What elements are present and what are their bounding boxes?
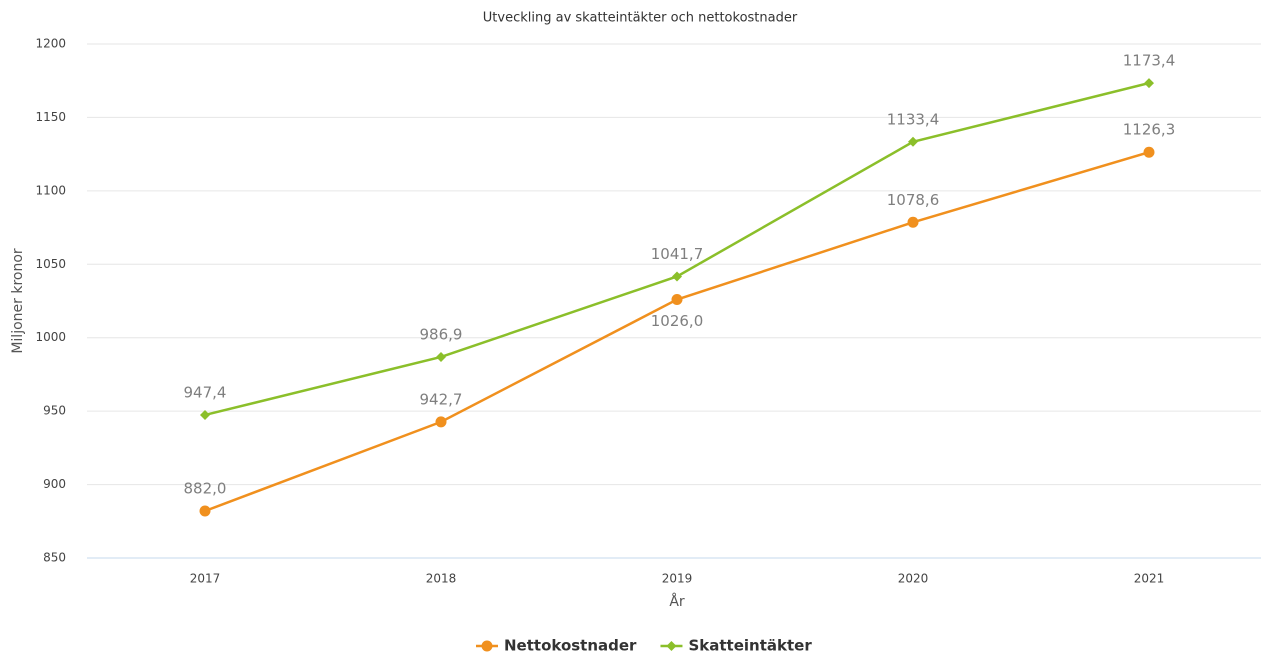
data-label: 942,7 xyxy=(420,390,463,408)
legend-label: Nettokostnader xyxy=(504,637,637,653)
y-axis-label: Miljoner kronor xyxy=(10,248,26,354)
x-tick-label: 2020 xyxy=(898,572,929,586)
legend-marker xyxy=(481,640,493,652)
series xyxy=(199,146,1155,517)
y-tick-label: 900 xyxy=(43,477,66,491)
chart-title: Utveckling av skatteintäkter och nettoko… xyxy=(483,11,798,26)
y-tick-label: 1150 xyxy=(35,110,66,124)
point-marker xyxy=(436,351,446,362)
y-tick-label: 950 xyxy=(43,404,66,418)
data-label: 1173,4 xyxy=(1123,52,1176,70)
data-label: 986,9 xyxy=(420,325,463,343)
legend-label: Skatteintäkter xyxy=(688,637,812,653)
x-tick-label: 2017 xyxy=(190,572,221,586)
x-tick-label: 2021 xyxy=(1134,572,1165,586)
point-marker xyxy=(435,416,447,428)
data-label: 1041,7 xyxy=(651,245,704,263)
point-marker xyxy=(1143,146,1155,158)
data-label: 1126,3 xyxy=(1123,121,1176,139)
legend-marker xyxy=(666,641,677,651)
point-marker xyxy=(200,409,210,420)
y-tick-label: 1100 xyxy=(35,183,66,197)
x-tick-label: 2019 xyxy=(662,572,693,586)
data-label: 1026,0 xyxy=(651,312,704,330)
y-tick-label: 850 xyxy=(43,551,66,565)
data-label: 1133,4 xyxy=(887,110,940,128)
series-line xyxy=(204,151,1150,513)
point-marker xyxy=(908,136,918,147)
y-tick-label: 1050 xyxy=(35,257,66,271)
y-tick-label: 1000 xyxy=(35,330,66,344)
data-label: 1078,6 xyxy=(887,191,940,209)
point-marker xyxy=(1144,78,1154,89)
x-axis-label: År xyxy=(669,593,685,610)
data-label: 947,4 xyxy=(184,383,227,401)
series xyxy=(200,78,1154,420)
point-marker xyxy=(199,505,211,517)
data-label: 882,0 xyxy=(184,480,227,498)
point-marker xyxy=(907,216,919,228)
point-marker xyxy=(671,294,683,306)
y-tick-label: 1200 xyxy=(35,37,66,51)
x-tick-label: 2018 xyxy=(426,572,457,586)
point-marker xyxy=(672,271,682,282)
